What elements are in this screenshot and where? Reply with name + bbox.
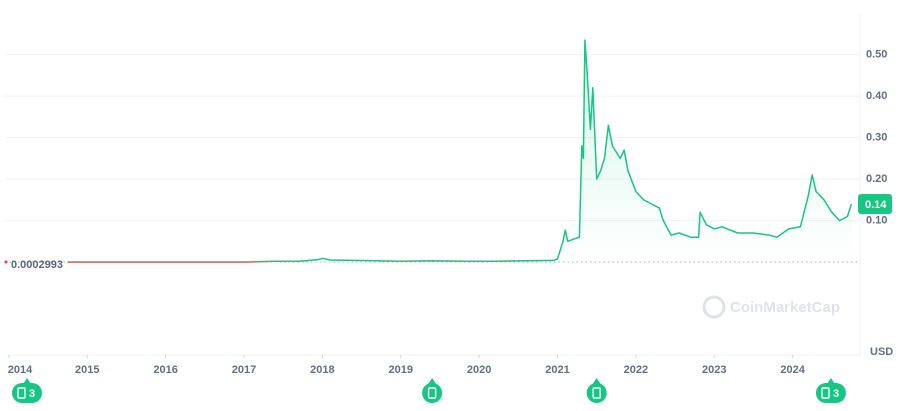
event-badge	[422, 383, 443, 403]
event-badge	[12, 383, 42, 403]
unit-label: USD	[870, 346, 893, 358]
event-icon	[17, 387, 26, 399]
x-tick-label: 2017	[232, 364, 256, 376]
event-icon	[427, 387, 437, 399]
x-tick-label: 2014	[8, 364, 33, 376]
current-price-label: 0.14	[865, 199, 887, 211]
x-tick-label: 2023	[702, 364, 726, 376]
current-price-badge	[858, 193, 892, 214]
x-tick-label: 2020	[467, 364, 491, 376]
start-price-label: 0.0002993	[11, 259, 63, 271]
event-badge	[586, 383, 607, 403]
price-line-down	[67, 261, 519, 263]
event-badge	[815, 383, 846, 403]
x-tick-label: 2015	[75, 364, 99, 376]
event-pointer	[592, 378, 601, 384]
x-tick-label: 2021	[545, 364, 569, 376]
watermark: CoinMarketCap	[702, 295, 840, 319]
event-count: 3	[29, 388, 35, 400]
x-tick-label: 2022	[624, 364, 648, 376]
x-tick-label: 2019	[389, 364, 413, 376]
x-tick-label: 2018	[310, 364, 334, 376]
y-tick-label: 0.20	[866, 173, 887, 185]
y-tick-label: 0.50	[866, 49, 887, 61]
event-pointer	[23, 378, 31, 384]
watermark-text: CoinMarketCap	[730, 299, 840, 316]
price-area	[67, 40, 852, 262]
event-pointer	[826, 378, 835, 384]
event-icon	[592, 387, 601, 399]
start-price-dot	[4, 260, 8, 264]
x-tick-label: 2016	[153, 364, 177, 376]
y-tick-label: 0.40	[866, 90, 887, 102]
event-count: 3	[833, 388, 839, 400]
price-line	[67, 39, 853, 262]
x-tick-label: 2024	[780, 364, 805, 376]
y-tick-label: 0.10	[866, 214, 887, 226]
y-tick-label: 0.30	[866, 132, 887, 144]
event-icon	[821, 387, 830, 399]
event-pointer	[428, 378, 437, 384]
